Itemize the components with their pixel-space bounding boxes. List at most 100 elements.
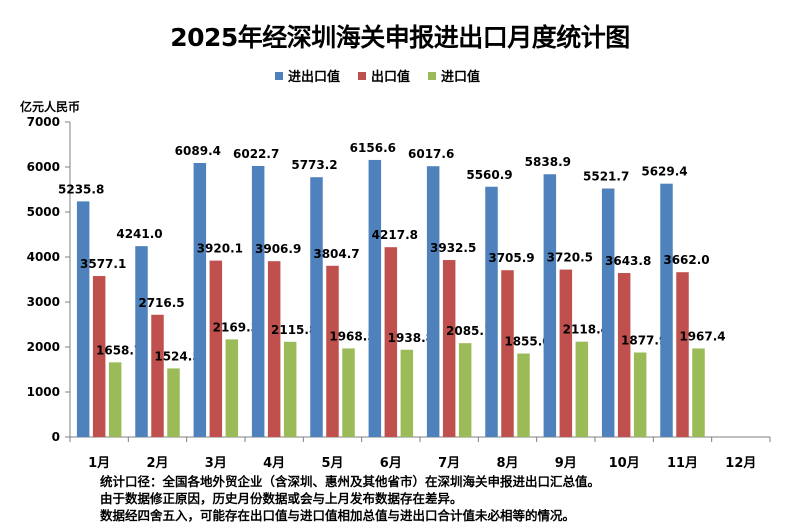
bar-total	[310, 177, 323, 437]
data-label: 2169.3	[213, 320, 259, 334]
data-label: 6156.6	[350, 141, 396, 155]
bar-total	[485, 186, 498, 437]
data-label: 1967.4	[679, 329, 725, 343]
data-label: 1938.8	[388, 331, 434, 345]
bar-import	[633, 352, 647, 437]
footnote-line: 由于数据修正原因，历史月份数据或会与上月发布数据存在差异。	[100, 491, 463, 506]
data-label: 4217.8	[372, 228, 418, 242]
bar-import	[225, 339, 239, 437]
x-tick-label: 4月	[263, 456, 285, 471]
bar-import	[458, 343, 472, 437]
bar-import	[167, 368, 180, 437]
x-tick-label: 8月	[496, 456, 518, 471]
data-label: 3720.5	[547, 251, 593, 265]
bar-total	[135, 246, 148, 437]
data-label: 5773.2	[291, 158, 337, 172]
data-label: 3804.7	[313, 247, 359, 261]
legend-swatch-import	[428, 71, 437, 80]
legend-entry-total: 进出口值	[275, 66, 340, 85]
bar-export	[326, 265, 339, 437]
data-label: 3643.8	[605, 254, 651, 268]
footnote-line: 数据经四舍五入，可能存在出口值与进口值相加总值与进出口合计值未必相等的情况。	[100, 508, 576, 523]
y-tick-label: 6000	[27, 160, 60, 174]
legend-label-total: 进出口值	[288, 70, 341, 85]
x-tick-label: 9月	[555, 456, 577, 471]
legend-swatch-export	[358, 71, 367, 80]
bar-import	[575, 341, 589, 437]
y-tick-label: 3000	[27, 295, 60, 309]
y-tick-label: 0	[52, 430, 60, 444]
data-label: 2716.5	[138, 296, 184, 310]
bar-total	[251, 165, 265, 437]
data-label: 3920.1	[197, 242, 243, 256]
data-label: 4241.0	[116, 227, 162, 241]
bar-total	[193, 162, 207, 438]
bar-import	[400, 349, 414, 437]
data-label: 2085.1	[446, 324, 492, 338]
bar-import	[692, 348, 705, 437]
bar-export	[92, 276, 106, 437]
data-label: 2118.4	[563, 323, 609, 337]
bar-export	[617, 273, 631, 437]
bar-export	[209, 260, 223, 437]
data-label: 5838.9	[525, 155, 571, 169]
x-tick-label: 10月	[609, 456, 640, 471]
legend-label-export: 出口值	[371, 70, 411, 85]
data-label: 1968.5	[329, 329, 375, 343]
y-tick-label: 2000	[27, 340, 60, 354]
legend-entry-export: 出口值	[358, 66, 410, 85]
x-tick-label: 1月	[88, 456, 110, 471]
footnote-line: 统计口径：全国各地外贸企业（含深圳、惠州及其他省市）在深圳海关申报进出口汇总值。	[100, 474, 601, 489]
x-tick-label: 7月	[438, 456, 460, 471]
data-label: 5235.8	[58, 182, 104, 196]
bar-export	[384, 247, 398, 437]
bar-import	[517, 353, 530, 437]
x-tick-label: 12月	[725, 456, 756, 471]
legend: 进出口值 出口值 进口值	[275, 66, 480, 85]
legend-entry-import: 进口值	[428, 66, 480, 85]
y-tick-label: 4000	[27, 250, 60, 264]
bar-total	[601, 188, 615, 437]
y-axis-unit-label: 亿元人民币	[20, 100, 81, 114]
x-tick-label: 3月	[205, 456, 227, 471]
x-tick-label: 5月	[321, 456, 343, 471]
bar-total	[660, 183, 673, 437]
legend-label-import: 进口值	[441, 70, 481, 85]
bar-export	[442, 260, 456, 437]
data-label: 1658.7	[96, 343, 142, 357]
footnotes: 统计口径：全国各地外贸企业（含深圳、惠州及其他省市）在深圳海关申报进出口汇总值。…	[100, 473, 600, 524]
data-label: 1855.0	[504, 335, 550, 349]
data-label: 5560.9	[466, 168, 512, 182]
x-tick-label: 6月	[380, 456, 402, 471]
bar-total	[76, 201, 90, 437]
data-label: 2115.8	[271, 323, 317, 337]
data-label: 6022.7	[233, 147, 279, 161]
data-label: 5629.4	[641, 165, 687, 179]
legend-swatch-total	[275, 71, 283, 80]
chart-title: 2025年经深圳海关申报进出口月度统计图	[170, 23, 630, 52]
data-label: 1524.5	[154, 349, 200, 363]
y-tick-label: 5000	[27, 205, 60, 219]
bar-total	[543, 174, 557, 437]
data-label: 3932.5	[430, 241, 476, 255]
data-label: 1877.9	[621, 333, 667, 347]
data-label: 6017.6	[408, 147, 454, 161]
data-label: 6089.4	[175, 144, 221, 158]
y-tick-label: 1000	[27, 385, 60, 399]
x-tick-label: 11月	[667, 456, 698, 471]
data-label: 3662.0	[663, 253, 709, 267]
data-label: 3705.9	[488, 251, 534, 265]
bar-export	[501, 270, 514, 437]
bar-total	[368, 159, 382, 437]
data-label: 3906.9	[255, 242, 301, 256]
bar-export	[151, 314, 164, 437]
y-tick-label: 7000	[27, 115, 60, 129]
bar-total	[426, 166, 440, 437]
data-label: 3577.1	[80, 257, 126, 271]
bar-import	[283, 341, 297, 437]
data-label: 5521.7	[583, 170, 629, 184]
bar-import	[342, 348, 355, 437]
bar-import	[108, 362, 122, 437]
bar-export	[267, 261, 281, 437]
